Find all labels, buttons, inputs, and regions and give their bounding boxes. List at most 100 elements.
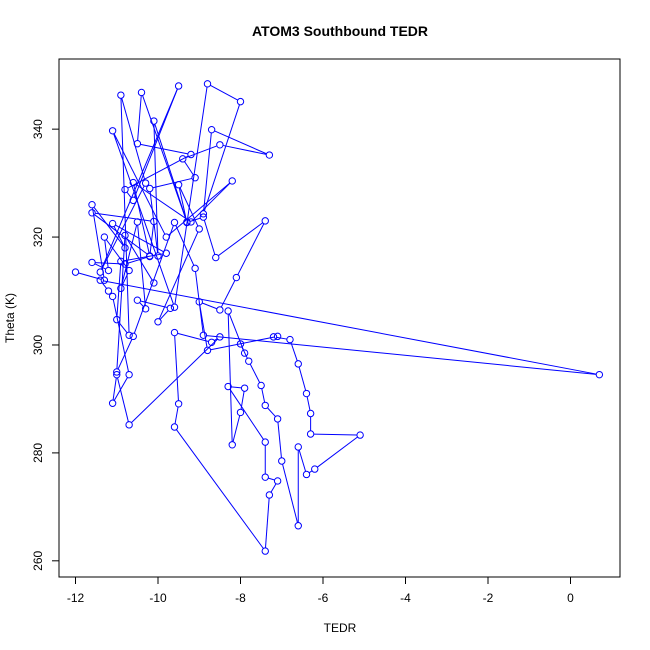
data-point xyxy=(166,304,175,312)
data-point xyxy=(174,82,183,90)
data-point xyxy=(261,401,269,410)
series-segment xyxy=(290,342,298,361)
data-point xyxy=(150,279,158,287)
data-point xyxy=(108,399,117,407)
data-point xyxy=(133,218,142,226)
data-point xyxy=(216,333,224,341)
series-segment xyxy=(127,155,189,189)
data-point xyxy=(96,268,104,276)
x-axis-label: TEDR xyxy=(324,621,357,635)
data-point xyxy=(311,465,319,473)
series-segment xyxy=(117,339,133,370)
data-point xyxy=(306,430,315,438)
data-point xyxy=(104,287,113,295)
series-segment xyxy=(222,144,267,155)
data-point xyxy=(203,80,212,88)
series-layer xyxy=(78,84,597,549)
data-point xyxy=(121,244,129,252)
series-segment xyxy=(92,207,105,278)
series-segment xyxy=(227,314,233,442)
data-point xyxy=(150,217,158,226)
data-point xyxy=(236,408,245,417)
series-segment xyxy=(140,143,188,155)
data-point xyxy=(125,266,133,275)
data-point xyxy=(294,360,302,368)
y-tick-label: 320 xyxy=(31,227,45,247)
series-segment xyxy=(113,133,174,305)
data-point xyxy=(170,218,179,227)
data-point xyxy=(207,338,216,346)
data-point xyxy=(595,370,604,379)
series-segment xyxy=(178,187,187,220)
series-segment xyxy=(203,104,240,211)
data-point xyxy=(240,349,249,357)
data-point xyxy=(113,370,121,379)
series-segment xyxy=(175,429,264,549)
data-point xyxy=(207,125,216,134)
series-segment xyxy=(121,98,146,181)
data-point xyxy=(228,441,236,449)
data-point xyxy=(108,292,117,301)
series-segment xyxy=(139,302,144,307)
series-segment xyxy=(177,332,209,342)
series-segment xyxy=(306,396,311,411)
series-segment xyxy=(94,214,148,255)
data-point xyxy=(224,307,232,315)
series-segment xyxy=(112,377,117,401)
data-point xyxy=(199,331,208,339)
data-point xyxy=(302,470,311,479)
data-point xyxy=(113,315,121,324)
series-segment xyxy=(137,95,142,141)
data-point xyxy=(104,266,113,275)
data-point xyxy=(141,179,150,187)
data-point xyxy=(187,150,195,159)
series-segment xyxy=(154,123,187,220)
data-point xyxy=(183,218,191,227)
plot-frame xyxy=(58,58,621,578)
data-point xyxy=(170,303,179,311)
series-segment xyxy=(276,336,287,340)
series-segment xyxy=(168,182,231,236)
data-point xyxy=(108,219,117,228)
series-segment xyxy=(142,95,187,220)
points-layer xyxy=(71,80,604,555)
data-point xyxy=(108,127,117,135)
data-point xyxy=(133,296,142,304)
data-point xyxy=(261,438,269,446)
data-point xyxy=(245,357,253,365)
data-point xyxy=(121,260,129,268)
series-segment xyxy=(153,124,159,253)
data-point xyxy=(195,298,203,306)
data-point xyxy=(88,258,96,267)
data-point xyxy=(257,381,265,390)
x-axis: -12 -10 -8 -6 -4 -2 0 xyxy=(67,577,574,605)
data-point xyxy=(113,368,121,376)
data-point xyxy=(129,196,137,205)
data-point xyxy=(302,389,311,398)
series-segment xyxy=(192,182,231,221)
y-axis-label: Theta (K) xyxy=(3,293,17,343)
data-point xyxy=(71,268,80,276)
series-segment xyxy=(117,377,129,422)
data-point xyxy=(216,306,224,314)
series-segment xyxy=(149,191,159,253)
series-segment xyxy=(174,406,179,424)
data-point xyxy=(100,276,109,284)
data-point xyxy=(203,346,212,355)
data-point xyxy=(100,233,109,241)
data-point xyxy=(236,97,245,106)
data-point xyxy=(146,252,154,261)
series-segment xyxy=(249,363,261,383)
series-segment xyxy=(158,231,199,320)
series-segment xyxy=(94,263,106,270)
y-tick-label: 260 xyxy=(31,550,45,570)
data-point xyxy=(228,177,236,185)
series-segment xyxy=(93,206,124,246)
y-tick-label: 340 xyxy=(31,119,45,139)
data-point xyxy=(294,522,302,530)
data-point xyxy=(240,384,249,392)
x-tick-label: -10 xyxy=(149,591,167,605)
data-point xyxy=(137,88,146,97)
series-segment xyxy=(175,225,195,266)
series-segment xyxy=(185,145,218,159)
